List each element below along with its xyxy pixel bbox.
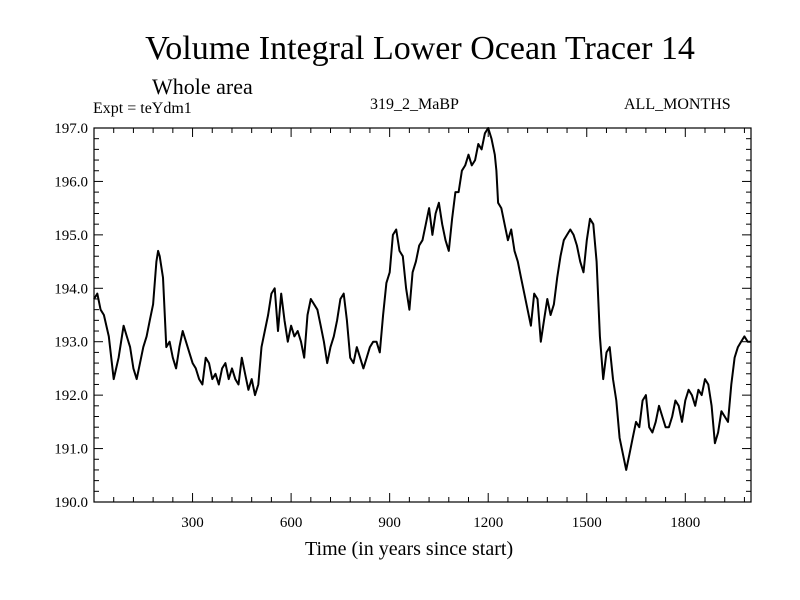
chart-title: Volume Integral Lower Ocean Tracer 14: [145, 30, 695, 67]
x-tick-label: 900: [378, 515, 401, 531]
x-tick-label: 1200: [473, 515, 503, 531]
y-tick-label: 190.0: [54, 495, 88, 511]
series-line: [93, 127, 751, 471]
y-tick-label: 194.0: [54, 281, 88, 297]
series-layer: [93, 127, 751, 471]
y-tick-label: 191.0: [54, 442, 88, 458]
x-tick-label: 1500: [572, 515, 602, 531]
x-tick-label: 1800: [670, 515, 700, 531]
y-tick-label: 197.0: [54, 121, 88, 137]
y-tick-label: 195.0: [54, 228, 88, 244]
x-tick-label: 300: [181, 515, 204, 531]
y-tick-label: 193.0: [54, 335, 88, 351]
tick-labels: 190.0 191.0 192.0 193.0 194.0 195.0 196.0 197.0…: [54, 121, 700, 531]
plot-frame: [93, 127, 752, 503]
period-label: 319_2_MaBP: [370, 96, 459, 113]
months-label: ALL_MONTHS: [624, 96, 731, 113]
experiment-label: Expt = teYdm1: [93, 100, 192, 117]
x-axis-label: Time (in years since start): [305, 538, 514, 560]
y-tick-label: 192.0: [54, 388, 88, 404]
y-tick-label: 196.0: [54, 174, 88, 190]
axis-ticks: [94, 127, 751, 503]
chart-subtitle: Whole area: [152, 74, 253, 99]
x-tick-label: 600: [280, 515, 303, 531]
